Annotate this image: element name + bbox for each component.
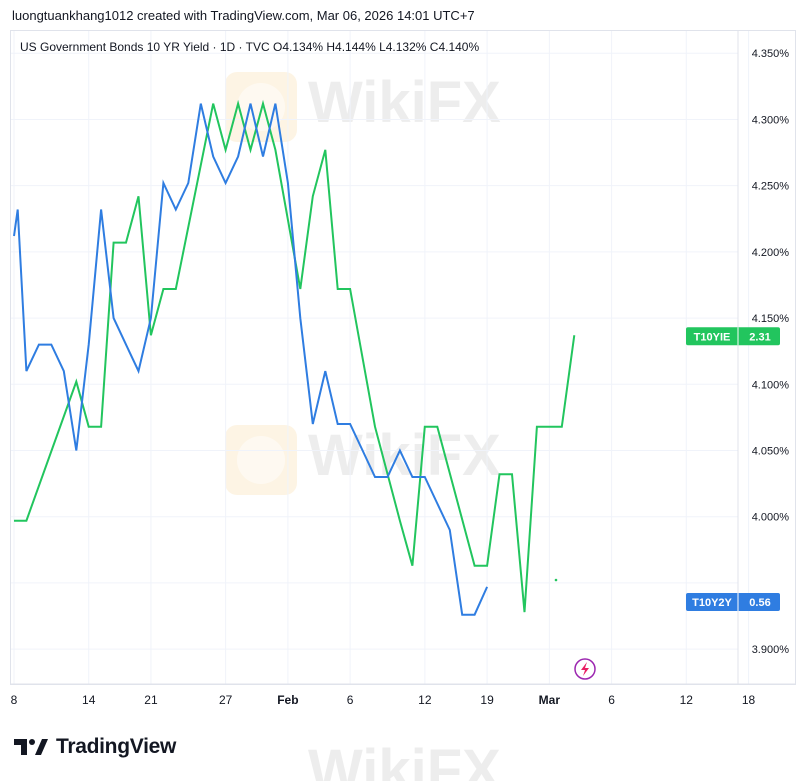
x-tick-label: 18	[742, 693, 756, 707]
y-tick-label: 4.150%	[752, 313, 790, 325]
y-tick-label: 4.000%	[752, 512, 790, 524]
footer-brand: TradingView	[56, 735, 177, 758]
chart-legend: US Government Bonds 10 YR Yield · 1D · T…	[20, 40, 480, 54]
series-line-t10yie	[14, 99, 576, 613]
series-line-t10y2y	[13, 103, 489, 616]
tradingview-logo: TradingView	[14, 735, 176, 759]
x-tick-label: 19	[480, 693, 494, 707]
tradingview-logo-icon	[14, 739, 48, 755]
x-tick-label: 12	[680, 693, 694, 707]
series-label-t10yie: T10YIE 2.31	[686, 327, 780, 346]
y-tick-label: 3.900%	[752, 644, 790, 656]
event-lightning-icon[interactable]	[574, 658, 596, 680]
svg-text:WikiFX: WikiFX	[308, 423, 501, 488]
x-tick-label: 8	[11, 693, 18, 707]
y-tick-label: 4.100%	[752, 379, 790, 391]
x-tick-label: 21	[144, 693, 158, 707]
x-tick-label: Feb	[277, 693, 298, 707]
series-label-name: T10Y2Y	[692, 597, 732, 609]
x-tick-label: Mar	[539, 693, 561, 707]
series-label-box	[686, 327, 780, 346]
y-tick-label: 4.250%	[752, 181, 790, 193]
series-label-name: T10YIE	[694, 331, 731, 343]
x-tick-label: 6	[347, 693, 354, 707]
x-tick-label: 6	[608, 693, 615, 707]
y-tick-label: 4.350%	[752, 48, 790, 60]
x-tick-label: 12	[418, 693, 432, 707]
watermark: WikiFX WikiFX WikiFX	[225, 70, 501, 781]
series-label-box	[686, 593, 780, 611]
y-tick-label: 4.050%	[752, 446, 790, 458]
svg-text:WikiFX: WikiFX	[308, 738, 501, 781]
series-label-value: 2.31	[749, 331, 770, 343]
x-tick-label: 14	[82, 693, 96, 707]
svg-text:WikiFX: WikiFX	[308, 70, 501, 135]
series-label-value: 0.56	[749, 597, 770, 609]
green-marker-dot	[554, 578, 558, 582]
chart-attribution: luongtuankhang1012 created with TradingV…	[12, 8, 475, 23]
y-tick-label: 4.200%	[752, 247, 790, 259]
series-label-t10y2y: T10Y2Y 0.56	[686, 593, 780, 611]
y-tick-label: 4.300%	[752, 114, 790, 126]
x-tick-label: 27	[219, 693, 233, 707]
